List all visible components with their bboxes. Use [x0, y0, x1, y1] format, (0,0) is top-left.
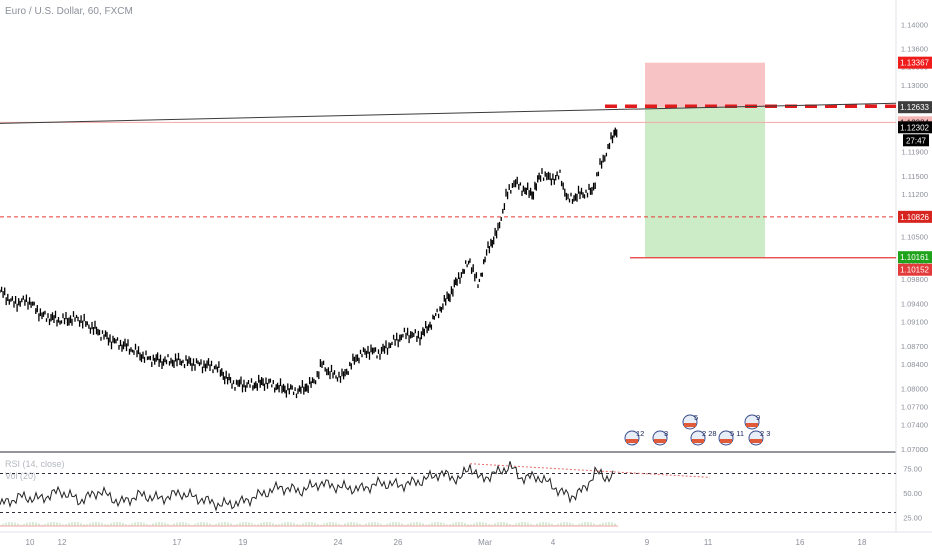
event-flag: 2 3: [748, 429, 770, 446]
event-flag: 5: [682, 413, 698, 430]
stop-zone: [645, 62, 765, 108]
x-tick-label: 24: [334, 538, 343, 547]
y-tick-label: 1.11900: [901, 148, 928, 157]
price-label-text: 1.10152: [900, 266, 929, 275]
price-series-layer: [0, 127, 618, 399]
rsi-tick-label: 25.00: [903, 513, 922, 522]
event-flag: 9: [744, 413, 760, 430]
countdown: 27:47: [903, 134, 929, 147]
y-tick-label: 1.07000: [901, 445, 928, 454]
price-label-bg: [898, 121, 932, 134]
event-label: 9: [756, 413, 760, 422]
price-label: 1.10161: [898, 251, 932, 264]
rsi-legend: RSI (14, close): [5, 459, 65, 469]
levels-layer: [0, 102, 897, 259]
y-tick-label: 1.08700: [901, 342, 928, 351]
event-flag: 3: [652, 429, 668, 446]
event-label: 5: [694, 413, 698, 422]
flag-stripe: [626, 439, 638, 443]
event-label: 2 3: [760, 429, 770, 438]
trend-line: [0, 102, 897, 124]
rsi-divergence: [469, 463, 711, 478]
x-tick-label: 11: [704, 538, 713, 547]
rsi-tick-label: 75.00: [903, 465, 922, 474]
x-tick-label: 9: [645, 538, 650, 547]
y-tick-label: 1.09400: [901, 299, 928, 308]
target-zone: [645, 107, 765, 258]
flag-stripe: [746, 423, 758, 427]
event-label: 12: [636, 429, 644, 438]
price-label: 1.13367: [898, 56, 932, 69]
x-tick-label: 26: [394, 538, 403, 547]
volume-bars: [0, 522, 616, 526]
price-label-bg: [898, 251, 932, 264]
price-label-bg: [898, 210, 932, 223]
y-tick-label: 1.09800: [901, 275, 928, 284]
x-tick-label: 18: [858, 538, 867, 547]
price-label-text: 1.12633: [900, 103, 929, 112]
vol-legend: Vol (20): [5, 471, 37, 481]
flag-stripe: [684, 423, 696, 427]
flag-stripe: [750, 439, 762, 443]
symbol-title: Euro / U.S. Dollar, 60, FXCM: [5, 6, 133, 17]
flag-stripe: [720, 439, 732, 443]
axis-layer: 1.140001.136001.133001.130001.126001.123…: [26, 20, 932, 547]
price-label-text: 1.12302: [900, 123, 929, 132]
event-label: 2 28: [702, 429, 717, 438]
price-label: 1.10826: [898, 210, 932, 223]
price-label-bg: [898, 56, 932, 69]
price-label-text: 1.10161: [900, 253, 929, 262]
y-tick-label: 1.10500: [901, 233, 928, 242]
y-tick-label: 1.14000: [901, 20, 928, 29]
price-label-bg: [898, 101, 932, 114]
x-tick-label: 12: [58, 538, 67, 547]
y-tick-label: 1.11500: [901, 172, 928, 181]
price-label-bg: [898, 263, 932, 276]
flag-stripe: [692, 439, 704, 443]
event-label: 5 11: [730, 429, 744, 438]
countdown-text: 27:47: [906, 136, 927, 145]
price-label: 1.12633: [898, 101, 932, 114]
y-tick-label: 1.08400: [901, 360, 928, 369]
rsi-pane: [0, 461, 896, 527]
price-label-text: 1.13367: [900, 59, 929, 68]
y-tick-label: 1.13000: [901, 81, 928, 90]
position-zone-layer: [645, 62, 765, 258]
rsi-tick-label: 50.00: [903, 489, 922, 498]
x-tick-label: 4: [551, 538, 556, 547]
x-tick-label: 17: [173, 538, 182, 547]
flag-stripe: [654, 439, 666, 443]
y-tick-label: 1.11200: [901, 190, 928, 199]
event-flag: 12: [624, 429, 644, 446]
price-label: 1.10152: [898, 263, 932, 276]
y-tick-label: 1.08000: [901, 384, 928, 393]
event-flag: 2 28: [690, 429, 717, 446]
event-label: 3: [664, 429, 668, 438]
x-tick-label: 19: [239, 538, 248, 547]
events-layer: 12 3 5 2 28 5 11 92 3: [624, 413, 770, 446]
rsi-line: [0, 461, 614, 512]
x-tick-label: 10: [26, 538, 35, 547]
countdown-bg: [903, 134, 929, 147]
y-tick-label: 1.09100: [901, 318, 928, 327]
price-candles: [0, 127, 618, 399]
y-tick-label: 1.07700: [901, 402, 928, 411]
x-tick-label: 16: [796, 538, 805, 547]
event-flag: 5 11: [718, 429, 744, 446]
y-tick-label: 1.13600: [901, 45, 928, 54]
grid-layer: [0, 0, 932, 533]
x-tick-label: Mar: [478, 538, 492, 547]
price-label: 1.12302: [898, 121, 932, 134]
y-tick-label: 1.07400: [901, 421, 928, 430]
price-label-text: 1.10826: [900, 213, 929, 222]
